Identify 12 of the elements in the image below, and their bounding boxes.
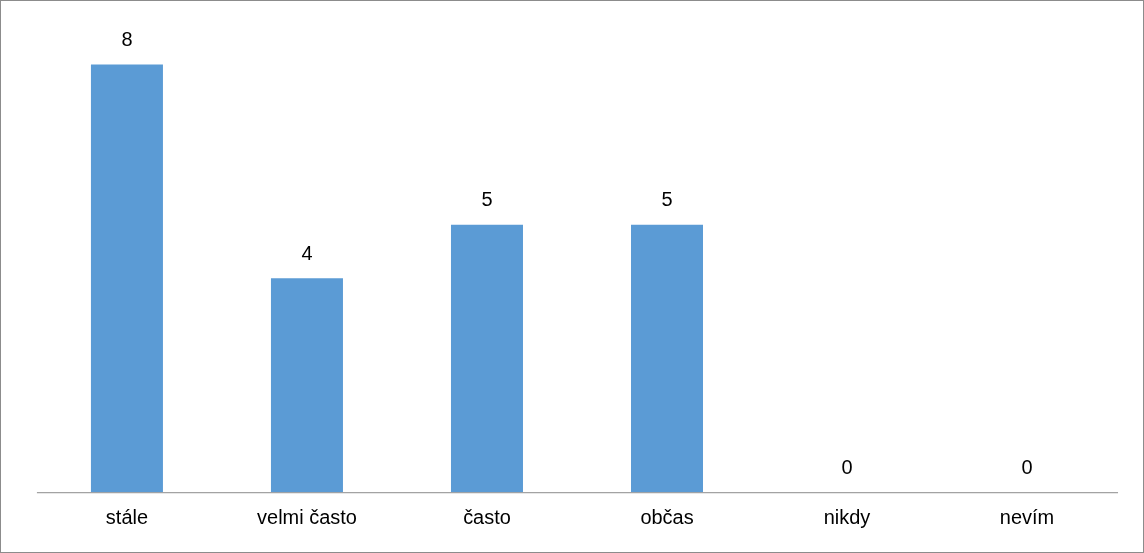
data-label: 8 <box>121 28 133 51</box>
x-tick-label: občas <box>640 505 694 528</box>
x-tick-label: často <box>463 505 511 528</box>
data-label: 5 <box>661 188 673 211</box>
data-label: 0 <box>841 455 853 478</box>
data-label: 4 <box>301 241 313 264</box>
x-tick-label: nikdy <box>823 505 871 528</box>
x-tick-label: stále <box>105 505 149 528</box>
x-tick-label: velmi často <box>257 505 357 528</box>
data-label: 5 <box>481 188 493 211</box>
x-tick-label: nevím <box>999 505 1055 528</box>
data-label: 0 <box>1021 455 1033 478</box>
